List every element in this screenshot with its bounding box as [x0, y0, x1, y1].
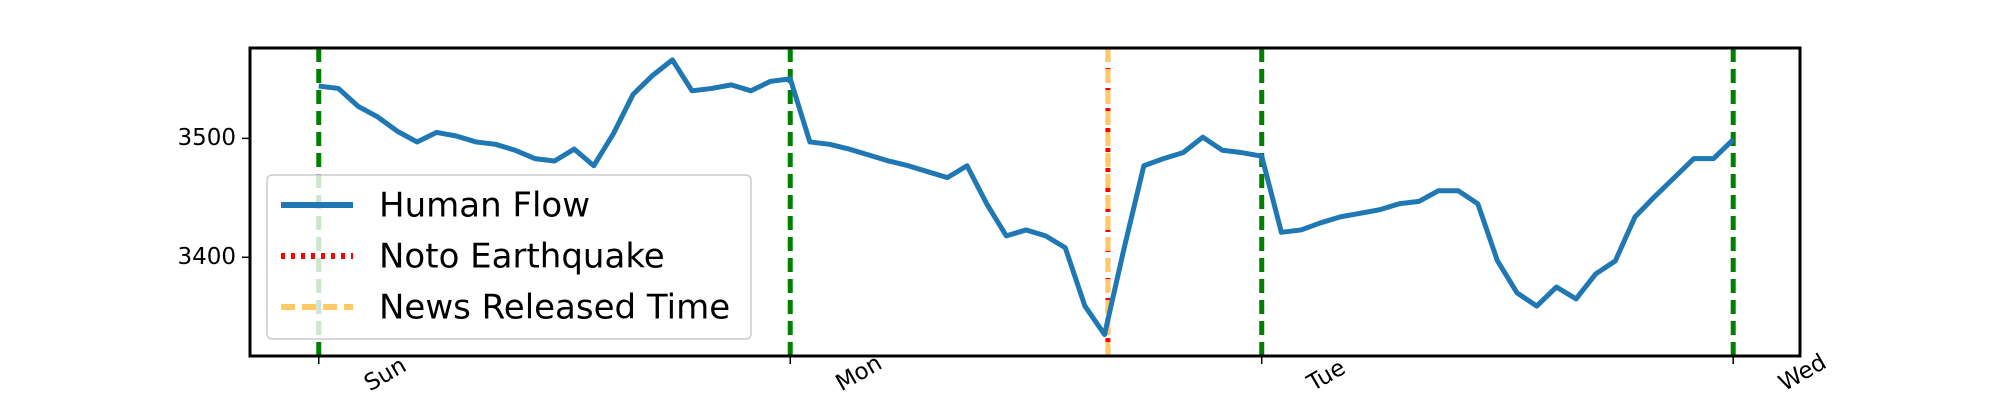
- legend-box: [266, 174, 752, 340]
- legend-label: Noto Earthquake: [379, 237, 665, 277]
- legend-label: Human Flow: [379, 186, 590, 226]
- x-tick-label: Sun: [360, 352, 411, 396]
- y-tick-label: 3400: [177, 244, 236, 270]
- plot-frame: [248, 46, 1802, 358]
- y-tick-label: 3500: [177, 125, 236, 151]
- x-tick-label: Tue: [1302, 355, 1350, 398]
- series-line: [318, 57, 1735, 338]
- legend-label: News Released Time: [379, 288, 730, 328]
